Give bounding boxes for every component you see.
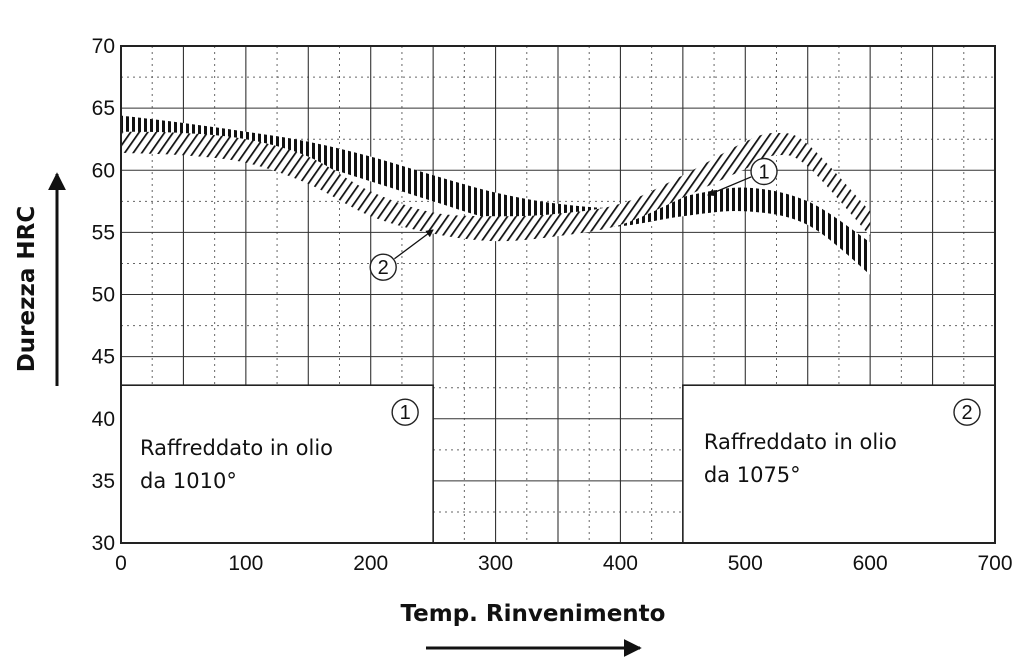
legend-box-marker-circle <box>391 398 419 426</box>
legend-box-text: Raffreddato in olio <box>140 436 333 460</box>
marker-circle-1 <box>750 157 778 186</box>
y-tick-label: 65 <box>92 97 115 120</box>
marker-label-1: 1 <box>758 161 769 183</box>
x-tick-label: 600 <box>853 552 888 575</box>
legend-box-marker-label: 2 <box>961 402 972 424</box>
plot-frame <box>120 45 996 544</box>
legend-box-2 <box>682 384 996 544</box>
y-axis-label: Durezza HRC <box>14 206 40 373</box>
x-tick-label: 200 <box>353 552 388 575</box>
plot-border <box>120 45 996 544</box>
marker-label-2: 2 <box>378 257 389 279</box>
y-tick-label: 40 <box>92 408 115 431</box>
y-tick-label: 50 <box>92 284 115 307</box>
y-tick-label: 60 <box>92 159 115 182</box>
legend-box-text: Raffreddato in olio <box>704 430 897 454</box>
series-band-1 <box>121 115 871 275</box>
x-tick-label: 400 <box>603 552 638 575</box>
legend-box-marker-circle <box>953 398 981 426</box>
marker-circle-2 <box>369 253 397 281</box>
marker-arrow-2 <box>394 229 434 260</box>
y-tick-label: 70 <box>92 35 115 58</box>
legend-boxes: Raffreddato in olio da 1010° 1 Raffreddato … <box>120 384 996 544</box>
legend-box-marker-label: 1 <box>400 402 411 424</box>
x-axis-label: Temp. Rinvenimento <box>401 601 666 627</box>
x-tick-label: 100 <box>228 552 263 575</box>
marker-arrow-1 <box>707 176 752 196</box>
legend-box-text: da 1010° <box>140 469 237 493</box>
x-tick-label: 300 <box>478 552 513 575</box>
legend-box-text: da 1075° <box>704 463 801 487</box>
y-tick-label: 35 <box>92 470 115 493</box>
y-tick-label: 45 <box>92 346 115 369</box>
tick-labels: 0 100 200 300 400 500 600 700 30 35 40 45 50 55 60 65 70 <box>92 35 1013 575</box>
x-tick-label: 700 <box>977 552 1012 575</box>
legend-box-1 <box>120 384 434 544</box>
series-band-2 <box>121 131 871 242</box>
y-tick-label: 55 <box>92 221 115 244</box>
y-tick-label: 30 <box>92 532 115 555</box>
series-markers: 12 <box>369 157 778 281</box>
x-tick-label: 0 <box>115 552 127 575</box>
data-bands <box>121 115 871 275</box>
x-tick-label: 500 <box>728 552 763 575</box>
